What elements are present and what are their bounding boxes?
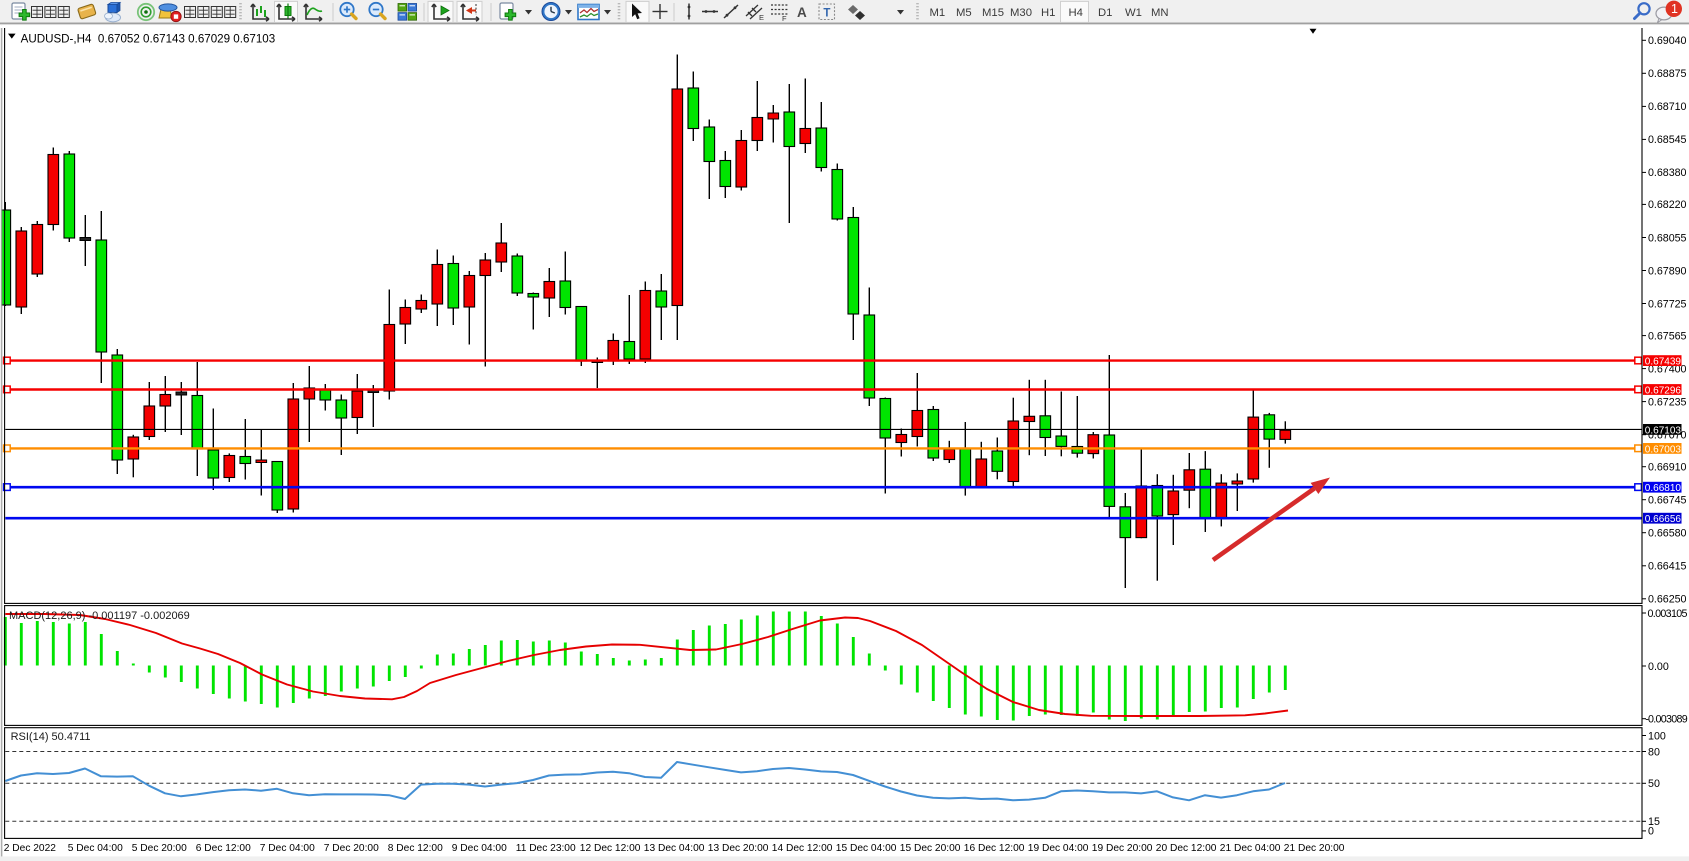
svg-text:0.68545: 0.68545: [1648, 134, 1687, 146]
svg-text:0.66810: 0.66810: [1645, 483, 1682, 494]
svg-text:8 Dec 12:00: 8 Dec 12:00: [388, 843, 443, 854]
svg-text:15 Dec 04:00: 15 Dec 04:00: [836, 843, 897, 854]
svg-text:0.66910: 0.66910: [1648, 462, 1687, 474]
svg-text:5 Dec 20:00: 5 Dec 20:00: [132, 843, 187, 854]
svg-text:0.00: 0.00: [1648, 661, 1669, 673]
svg-text:AUDUSD-,H4 0.67052 0.67143 0.: AUDUSD-,H4 0.67052 0.67143 0.67029 0.671…: [21, 33, 276, 46]
svg-text:0.67003: 0.67003: [1645, 444, 1682, 455]
svg-text:11 Dec 23:00: 11 Dec 23:00: [516, 843, 576, 854]
svg-text:T: T: [823, 7, 830, 19]
svg-text:M1: M1: [930, 7, 946, 19]
svg-text:100: 100: [1648, 730, 1666, 742]
svg-text:7 Dec 20:00: 7 Dec 20:00: [324, 843, 379, 854]
svg-text:M5: M5: [956, 7, 972, 19]
svg-text:0.67890: 0.67890: [1648, 265, 1687, 277]
svg-text:M30: M30: [1010, 7, 1032, 19]
svg-text:0.003105: 0.003105: [1648, 608, 1688, 620]
svg-text:15 Dec 20:00: 15 Dec 20:00: [900, 843, 961, 854]
svg-text:0.68710: 0.68710: [1648, 101, 1687, 113]
svg-text:-0.003089: -0.003089: [1645, 714, 1688, 726]
svg-text:0.66250: 0.66250: [1648, 594, 1687, 606]
svg-text:0.68220: 0.68220: [1648, 199, 1687, 211]
svg-text:0.66415: 0.66415: [1648, 561, 1687, 573]
svg-text:13 Dec 04:00: 13 Dec 04:00: [644, 843, 705, 854]
svg-text:19 Dec 20:00: 19 Dec 20:00: [1092, 843, 1153, 854]
svg-text:D1: D1: [1098, 7, 1112, 19]
svg-text:13 Dec 20:00: 13 Dec 20:00: [708, 843, 769, 854]
svg-text:0.68380: 0.68380: [1648, 167, 1687, 179]
svg-text:0.67296: 0.67296: [1645, 385, 1682, 396]
svg-text:2 Dec 2022: 2 Dec 2022: [4, 843, 56, 854]
svg-text:W1: W1: [1125, 7, 1142, 19]
svg-text:7 Dec 04:00: 7 Dec 04:00: [260, 843, 315, 854]
svg-text:0.67565: 0.67565: [1648, 330, 1687, 342]
svg-text:14 Dec 12:00: 14 Dec 12:00: [772, 843, 833, 854]
svg-text:15: 15: [1648, 816, 1660, 828]
svg-text:0.67235: 0.67235: [1648, 396, 1687, 408]
svg-text:16 Dec 12:00: 16 Dec 12:00: [964, 843, 1025, 854]
svg-text:0.67439: 0.67439: [1645, 357, 1682, 368]
svg-text:9 Dec 04:00: 9 Dec 04:00: [452, 843, 507, 854]
svg-text:50: 50: [1648, 778, 1660, 790]
svg-text:1: 1: [1671, 2, 1678, 16]
svg-text:0.69040: 0.69040: [1648, 35, 1687, 47]
svg-text:20 Dec 12:00: 20 Dec 12:00: [1156, 843, 1217, 854]
svg-text:80: 80: [1648, 746, 1660, 758]
svg-text:21 Dec 20:00: 21 Dec 20:00: [1284, 843, 1345, 854]
svg-text:0.68875: 0.68875: [1648, 68, 1687, 80]
svg-text:19 Dec 04:00: 19 Dec 04:00: [1028, 843, 1089, 854]
svg-text:0.67103: 0.67103: [1645, 425, 1682, 436]
svg-text:H1: H1: [1041, 7, 1055, 19]
svg-text:0.66745: 0.66745: [1648, 495, 1687, 507]
svg-text:0.67400: 0.67400: [1648, 363, 1687, 375]
svg-text:M15: M15: [982, 7, 1004, 19]
svg-text:12 Dec 12:00: 12 Dec 12:00: [580, 843, 641, 854]
svg-text:F: F: [782, 14, 787, 23]
svg-text:H4: H4: [1069, 7, 1083, 19]
svg-text:E: E: [759, 13, 764, 22]
svg-text:MACD(12,26,9) -0.001197 -0.002: MACD(12,26,9) -0.001197 -0.002069: [9, 610, 190, 622]
svg-text:21 Dec 04:00: 21 Dec 04:00: [1220, 843, 1281, 854]
svg-text:0.66580: 0.66580: [1648, 528, 1687, 540]
svg-text:A: A: [797, 5, 807, 20]
svg-text:6 Dec 12:00: 6 Dec 12:00: [196, 843, 251, 854]
svg-text:5 Dec 04:00: 5 Dec 04:00: [68, 843, 123, 854]
svg-text:0.67725: 0.67725: [1648, 298, 1687, 310]
svg-text:0: 0: [1648, 826, 1654, 838]
svg-text:0.68055: 0.68055: [1648, 232, 1687, 244]
svg-text:MN: MN: [1151, 7, 1169, 19]
svg-text:RSI(14) 50.4711: RSI(14) 50.4711: [11, 731, 91, 743]
svg-text:0.66656: 0.66656: [1645, 514, 1682, 525]
